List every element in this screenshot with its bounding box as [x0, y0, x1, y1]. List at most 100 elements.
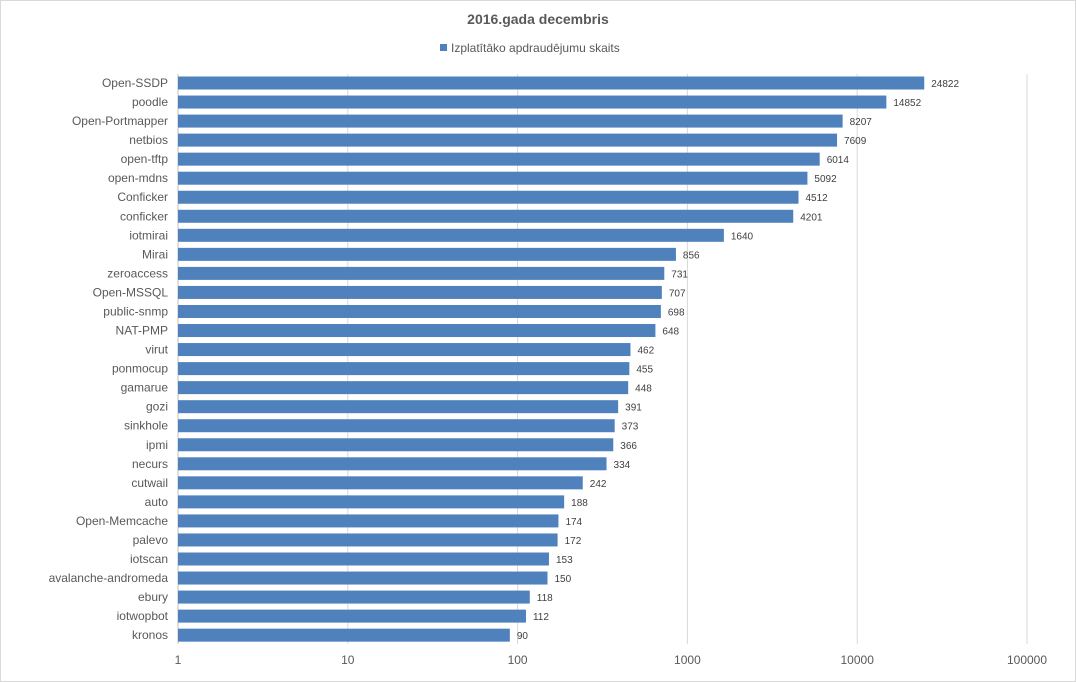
- bar: [178, 419, 615, 433]
- bar: [178, 457, 607, 471]
- bar: [178, 324, 656, 338]
- data-label: 334: [614, 460, 631, 471]
- bar: [178, 438, 614, 452]
- category-labels: Open-SSDP poodle Open-Portmapper netbios ope…: [49, 76, 169, 642]
- bar: [178, 552, 549, 566]
- category-label: iotwopbot: [117, 609, 169, 623]
- bar: [178, 628, 510, 642]
- data-label: 8207: [850, 117, 873, 128]
- category-label: conficker: [120, 209, 168, 223]
- data-label: 731: [671, 269, 688, 280]
- data-label: 14852: [893, 98, 921, 109]
- bar: [178, 114, 843, 128]
- data-label: 391: [625, 403, 642, 414]
- data-labels: 24822 14852 8207 7609 6014 5092 4512 4201 1640 85…: [517, 79, 960, 642]
- data-label: 707: [669, 288, 686, 299]
- data-label: 373: [622, 422, 639, 433]
- x-tick-label: 100000: [1007, 653, 1047, 667]
- category-label: gamarue: [121, 381, 169, 395]
- bar: [178, 533, 558, 547]
- data-label: 112: [533, 612, 549, 623]
- data-label: 648: [662, 327, 679, 338]
- category-label: virut: [145, 343, 168, 357]
- bar: [178, 228, 724, 242]
- bar: [178, 152, 820, 166]
- category-label: NAT-PMP: [116, 324, 168, 338]
- bar: [178, 381, 629, 395]
- bar: [178, 133, 838, 147]
- data-label: 174: [565, 517, 582, 528]
- bar: [178, 590, 530, 604]
- bar: [178, 400, 619, 414]
- category-label: Conficker: [117, 190, 168, 204]
- category-label: open-mdns: [108, 171, 168, 185]
- data-label: 698: [668, 307, 685, 318]
- category-label: kronos: [132, 628, 168, 642]
- x-tick-label: 1: [175, 653, 182, 667]
- category-label: Open-MSSQL: [93, 285, 169, 299]
- category-label: iotscan: [130, 552, 168, 566]
- category-label: ipmi: [146, 438, 168, 452]
- category-label: gozi: [146, 400, 168, 414]
- category-label: open-tftp: [121, 152, 169, 166]
- category-label: auto: [145, 495, 169, 509]
- data-label: 455: [636, 365, 653, 376]
- data-label: 172: [565, 536, 582, 547]
- category-label: public-snmp: [103, 304, 168, 318]
- bar: [178, 95, 887, 109]
- legend: Izplatītāko apdraudējumu skaits: [440, 41, 620, 55]
- data-label: 4201: [800, 212, 823, 223]
- data-label: 118: [537, 593, 553, 604]
- chart-title: 2016.gada decembris: [467, 11, 609, 27]
- category-label: Mirai: [142, 247, 168, 261]
- bar: [178, 285, 662, 299]
- x-tick-label: 100: [508, 653, 528, 667]
- x-tick-label: 10000: [841, 653, 875, 667]
- data-label: 242: [590, 479, 607, 490]
- bar: [178, 495, 565, 509]
- bar: [178, 514, 559, 528]
- gridlines: [177, 74, 1028, 644]
- category-label: avalanche-andromeda: [49, 571, 169, 585]
- data-label: 150: [555, 574, 572, 585]
- bar: [178, 571, 548, 585]
- bar: [178, 76, 925, 90]
- category-label: iotmirai: [129, 228, 168, 242]
- bar: [178, 209, 794, 223]
- category-label: ponmocup: [112, 362, 168, 376]
- category-label: Open-Memcache: [76, 514, 168, 528]
- data-label: 462: [637, 346, 654, 357]
- data-label: 5092: [814, 174, 837, 185]
- bar: [178, 247, 676, 261]
- data-label: 6014: [827, 155, 850, 166]
- category-label: palevo: [133, 533, 169, 547]
- data-label: 153: [556, 555, 573, 566]
- category-label: sinkhole: [124, 419, 168, 433]
- bar: [178, 266, 665, 280]
- bar: [178, 362, 630, 376]
- x-tick-label: 10: [341, 653, 355, 667]
- data-label: 856: [683, 250, 700, 261]
- category-label: Open-SSDP: [102, 76, 168, 90]
- bar: [178, 343, 631, 357]
- data-label: 7609: [844, 136, 867, 147]
- category-label: ebury: [138, 590, 168, 604]
- category-label: cutwail: [131, 476, 168, 490]
- x-tick-label: 1000: [674, 653, 701, 667]
- legend-swatch: [440, 44, 447, 51]
- data-label: 188: [571, 498, 588, 509]
- bars: [178, 76, 925, 642]
- bar: [178, 171, 808, 185]
- data-label: 4512: [806, 193, 829, 204]
- category-label: Open-Portmapper: [72, 114, 168, 128]
- data-label: 366: [620, 441, 637, 452]
- legend-label: Izplatītāko apdraudējumu skaits: [451, 41, 620, 55]
- bar: [178, 476, 583, 490]
- category-label: netbios: [129, 133, 168, 147]
- category-label: zeroaccess: [107, 266, 168, 280]
- category-label: poodle: [132, 95, 168, 109]
- x-axis-tick-labels: 1 10 100 1000 10000 100000: [175, 653, 1048, 667]
